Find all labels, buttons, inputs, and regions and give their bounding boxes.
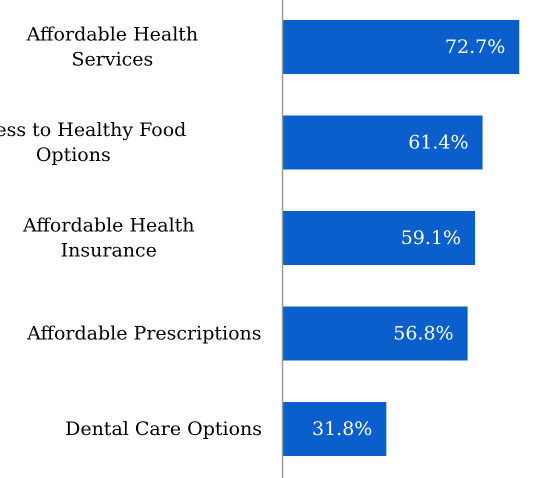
data-label-5: 31.8% [312,418,372,440]
category-label-1: Affordable Health Services [26,24,199,71]
category-label-3: Affordable Health Insurance [22,215,195,262]
bar-1 [283,20,520,74]
data-label-3: 59.1% [401,227,461,249]
category-label-4: Affordable Prescriptions [26,323,261,345]
category-label-5: Dental Care Options [65,418,262,440]
data-label-2: 61.4% [408,132,468,154]
bar-4 [283,306,468,361]
bars-layer: 72.7% 61.4% 59.1% 56.8% 31.8% [283,20,520,456]
bar-5 [283,402,387,456]
data-label-1: 72.7% [445,36,505,58]
bar-3 [283,211,476,265]
bar-2 [283,115,483,170]
data-label-4: 56.8% [393,323,453,345]
